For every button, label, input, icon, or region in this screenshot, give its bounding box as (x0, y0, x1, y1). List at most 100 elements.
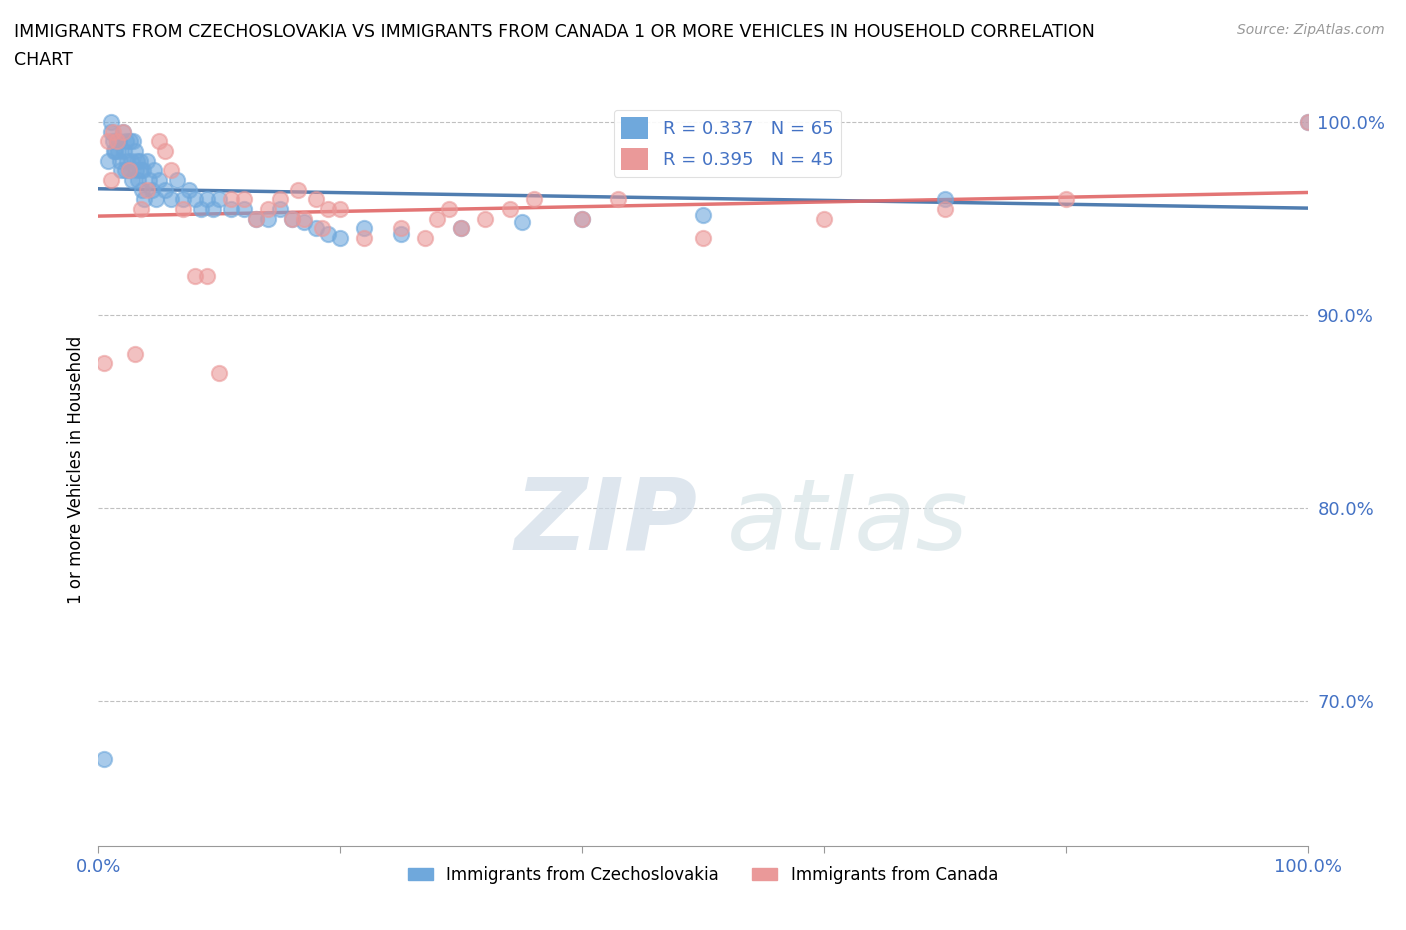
Text: CHART: CHART (14, 51, 73, 69)
Point (100, 114, 122, 129)
Point (93, 752, 115, 767)
Point (934, 192, 956, 206)
Point (172, 192, 194, 206)
Point (1296, 114, 1319, 129)
Point (122, 134, 145, 149)
Point (269, 192, 291, 206)
Point (389, 220, 412, 235)
Point (195, 269, 218, 284)
Point (245, 211, 267, 226)
Point (269, 202, 291, 217)
Point (256, 202, 278, 217)
Point (166, 172, 188, 187)
Point (108, 153, 131, 168)
Point (141, 182, 163, 197)
Point (329, 202, 352, 217)
Text: Source: ZipAtlas.com: Source: ZipAtlas.com (1237, 23, 1385, 37)
Point (450, 220, 472, 235)
Point (813, 211, 835, 226)
Text: IMMIGRANTS FROM CZECHOSLOVAKIA VS IMMIGRANTS FROM CANADA 1 OR MORE VEHICLES IN H: IMMIGRANTS FROM CZECHOSLOVAKIA VS IMMIGR… (14, 23, 1095, 41)
Point (153, 182, 176, 197)
Point (232, 192, 254, 206)
Point (100, 172, 122, 187)
Point (101, 125, 124, 140)
Point (292, 215, 315, 230)
Point (148, 172, 170, 187)
Point (134, 192, 156, 206)
Point (107, 143, 129, 158)
Point (413, 231, 436, 246)
Point (105, 134, 128, 149)
Legend: Immigrants from Czechoslovakia, Immigrants from Canada: Immigrants from Czechoslovakia, Immigran… (401, 859, 1005, 891)
Point (125, 163, 148, 178)
Point (101, 134, 124, 149)
Point (105, 134, 128, 149)
Point (120, 153, 142, 168)
Point (132, 163, 155, 178)
Point (143, 163, 166, 178)
Point (510, 215, 533, 230)
Point (523, 192, 546, 206)
Point (160, 163, 183, 178)
Point (353, 231, 375, 246)
Point (474, 211, 496, 226)
Point (111, 125, 134, 140)
Point (179, 182, 201, 197)
Point (221, 202, 243, 217)
Point (450, 220, 472, 235)
Point (117, 153, 139, 168)
Point (184, 269, 207, 284)
Point (172, 202, 194, 217)
Point (245, 211, 267, 226)
Point (195, 192, 218, 206)
Point (145, 192, 167, 206)
Point (135, 153, 157, 168)
Point (184, 192, 207, 206)
Point (316, 202, 339, 217)
Point (316, 227, 339, 242)
Point (115, 134, 138, 149)
Point (135, 182, 157, 197)
Point (934, 202, 956, 217)
Point (1296, 114, 1319, 129)
Point (138, 172, 160, 187)
Point (114, 163, 136, 178)
Point (692, 231, 714, 246)
Point (124, 143, 146, 158)
Point (100, 125, 122, 140)
Point (1054, 192, 1077, 206)
Point (571, 211, 593, 226)
Point (148, 134, 170, 149)
Point (287, 182, 309, 197)
Point (353, 220, 375, 235)
Point (118, 163, 141, 178)
Point (131, 182, 153, 197)
Point (329, 231, 352, 246)
Point (256, 211, 278, 226)
Point (607, 192, 630, 206)
Point (121, 172, 143, 187)
Point (692, 207, 714, 222)
Point (208, 365, 231, 380)
Y-axis label: 1 or more Vehicles in Household: 1 or more Vehicles in Household (66, 336, 84, 604)
Point (128, 153, 150, 168)
Point (437, 202, 460, 217)
Point (292, 211, 315, 226)
Point (112, 143, 135, 158)
Point (129, 163, 152, 178)
Text: ZIP: ZIP (515, 474, 697, 571)
Point (118, 163, 141, 178)
Point (111, 125, 134, 140)
Point (311, 220, 333, 235)
Text: atlas: atlas (727, 474, 969, 571)
Point (97, 153, 120, 168)
Point (571, 211, 593, 226)
Point (281, 211, 304, 226)
Point (426, 211, 449, 226)
Point (153, 143, 176, 158)
Point (103, 143, 125, 158)
Point (202, 202, 225, 217)
Point (118, 134, 141, 149)
Point (108, 134, 131, 149)
Point (129, 202, 152, 217)
